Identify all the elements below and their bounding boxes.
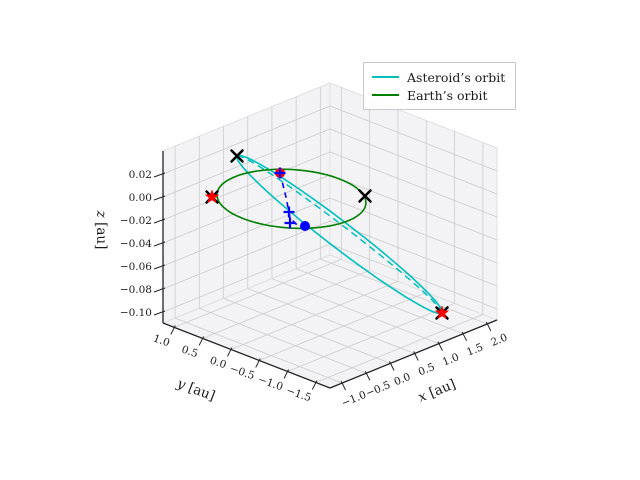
y-tick-mark (255, 358, 261, 368)
x-tick-label: 0.0 (392, 371, 412, 388)
x-tick-label: −1.0 (340, 389, 368, 410)
legend-label-earth-orbit: Earth’s orbit (407, 87, 488, 103)
grid-line (223, 298, 391, 364)
legend-item-asteroid-orbit: Asteroid’s orbit (372, 68, 505, 86)
x-tick-mark (485, 321, 492, 332)
z-tick-label: −0.08 (120, 284, 152, 296)
y-tick-mark (198, 336, 205, 346)
grid-line (162, 105, 331, 175)
plus-marker (274, 167, 286, 179)
grid-line (329, 174, 498, 241)
grid-line (174, 317, 343, 384)
grid-line (329, 105, 498, 172)
grid-line (162, 243, 331, 313)
grid-line (199, 307, 367, 374)
z-tick-mark (153, 218, 166, 224)
x-tick-label: 0.5 (417, 361, 437, 378)
x-tick-mark (364, 370, 371, 381)
z-tick-mark (153, 195, 166, 201)
grid-line (162, 174, 331, 244)
grid-line (315, 314, 484, 383)
asteroid-orbit-projection-path (236, 154, 443, 314)
x-tick-label: 2.0 (489, 331, 509, 348)
grid-line (162, 151, 331, 221)
x-marker (230, 149, 244, 163)
z-tick-label: −0.10 (120, 307, 152, 319)
x-tick-label: 1.0 (441, 351, 461, 368)
grid-line (329, 151, 498, 218)
star-marker (434, 305, 450, 320)
z-axis-label: z [au] (93, 211, 109, 250)
x-marker (358, 189, 372, 203)
legend-item-earth-orbit: Earth’s orbit (372, 86, 505, 104)
z-axis-unit: [au] (93, 222, 109, 250)
z-tick-label: −0.06 (120, 261, 152, 273)
z-tick-mark (153, 310, 166, 316)
grid-line (259, 292, 427, 361)
blue-dot-marker (300, 221, 310, 231)
y-tick-label: −1.0 (256, 374, 284, 394)
y-tick-mark (226, 347, 233, 357)
x-axis-spine (329, 319, 498, 389)
x-tick-mark (461, 331, 468, 342)
y-tick-mark (170, 325, 176, 335)
grid-line (287, 303, 455, 372)
legend-swatch-earth-orbit (372, 94, 399, 96)
grid-line (329, 128, 498, 195)
grid-line (329, 197, 498, 264)
z-tick-mark (153, 264, 166, 270)
grid-line (202, 270, 370, 339)
x-tick-label: 1.5 (465, 341, 485, 358)
x-tick-label: −0.5 (364, 379, 392, 400)
z-tick-mark (153, 287, 166, 293)
legend-label-asteroid-orbit: Asteroid’s orbit (407, 69, 506, 85)
z-tick-label: −0.02 (120, 215, 152, 227)
y-axis-spine (162, 322, 331, 389)
x-tick-mark (437, 341, 443, 351)
grid-line (247, 288, 415, 354)
legend-swatch-asteroid-orbit (372, 76, 399, 78)
x-tick-mark (340, 380, 347, 391)
z-axis-variable: z (93, 210, 109, 218)
grid-line (174, 259, 342, 328)
plus-marker (283, 206, 295, 218)
y-tick-mark (283, 369, 289, 379)
grid-line (162, 197, 331, 267)
grid-line (162, 128, 331, 198)
y-tick-label: −1.5 (285, 385, 313, 405)
earth-orbit-path (216, 168, 367, 230)
grid-line (320, 258, 488, 325)
y-tick-label: 1.0 (152, 332, 172, 349)
grid-line (162, 220, 331, 290)
grid-line (271, 278, 440, 345)
x-tick-mark (389, 361, 395, 371)
grid-line (295, 268, 464, 335)
x-tick-mark (413, 351, 419, 361)
y-tick-mark (311, 380, 318, 390)
star-marker (204, 189, 220, 204)
z-tick-label: 0.02 (129, 169, 152, 181)
plus-marker (284, 217, 296, 229)
y-tick-label: −0.5 (228, 363, 256, 383)
y-tick-label: 0.0 (208, 354, 228, 371)
y-tick-label: 0.5 (180, 343, 200, 360)
grid-line (230, 281, 399, 350)
grid-line (329, 243, 498, 310)
z-tick-label: −0.04 (120, 238, 152, 250)
z-tick-label: 0.00 (129, 192, 152, 204)
z-tick-mark (153, 241, 166, 247)
legend: Asteroid’s orbit Earth’s orbit (363, 62, 517, 110)
z-tick-mark (153, 172, 166, 178)
